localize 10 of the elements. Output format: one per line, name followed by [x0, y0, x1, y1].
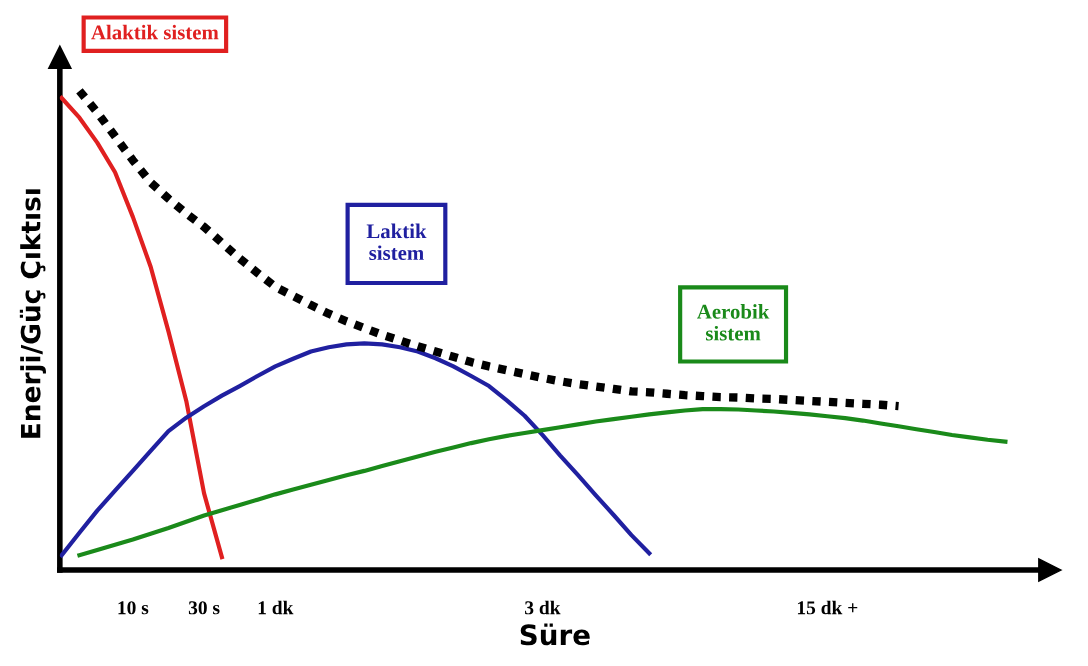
text: Alaktik sistem — [91, 24, 219, 40]
x-tick-label: 30 s — [188, 601, 220, 615]
x-tick-label: 1 dk — [258, 600, 294, 615]
y-axis-title: Enerji/Güç Çıktısı — [19, 189, 46, 438]
x-tick-label: 3 dk — [525, 600, 561, 615]
x-tick-label: 10 s — [118, 601, 149, 615]
text: Aerobik sistem — [697, 304, 770, 341]
text: Laktik sistem — [366, 223, 427, 261]
x-tick-label: 15 dk + — [797, 600, 858, 615]
x-axis-title: Süre — [520, 623, 590, 646]
